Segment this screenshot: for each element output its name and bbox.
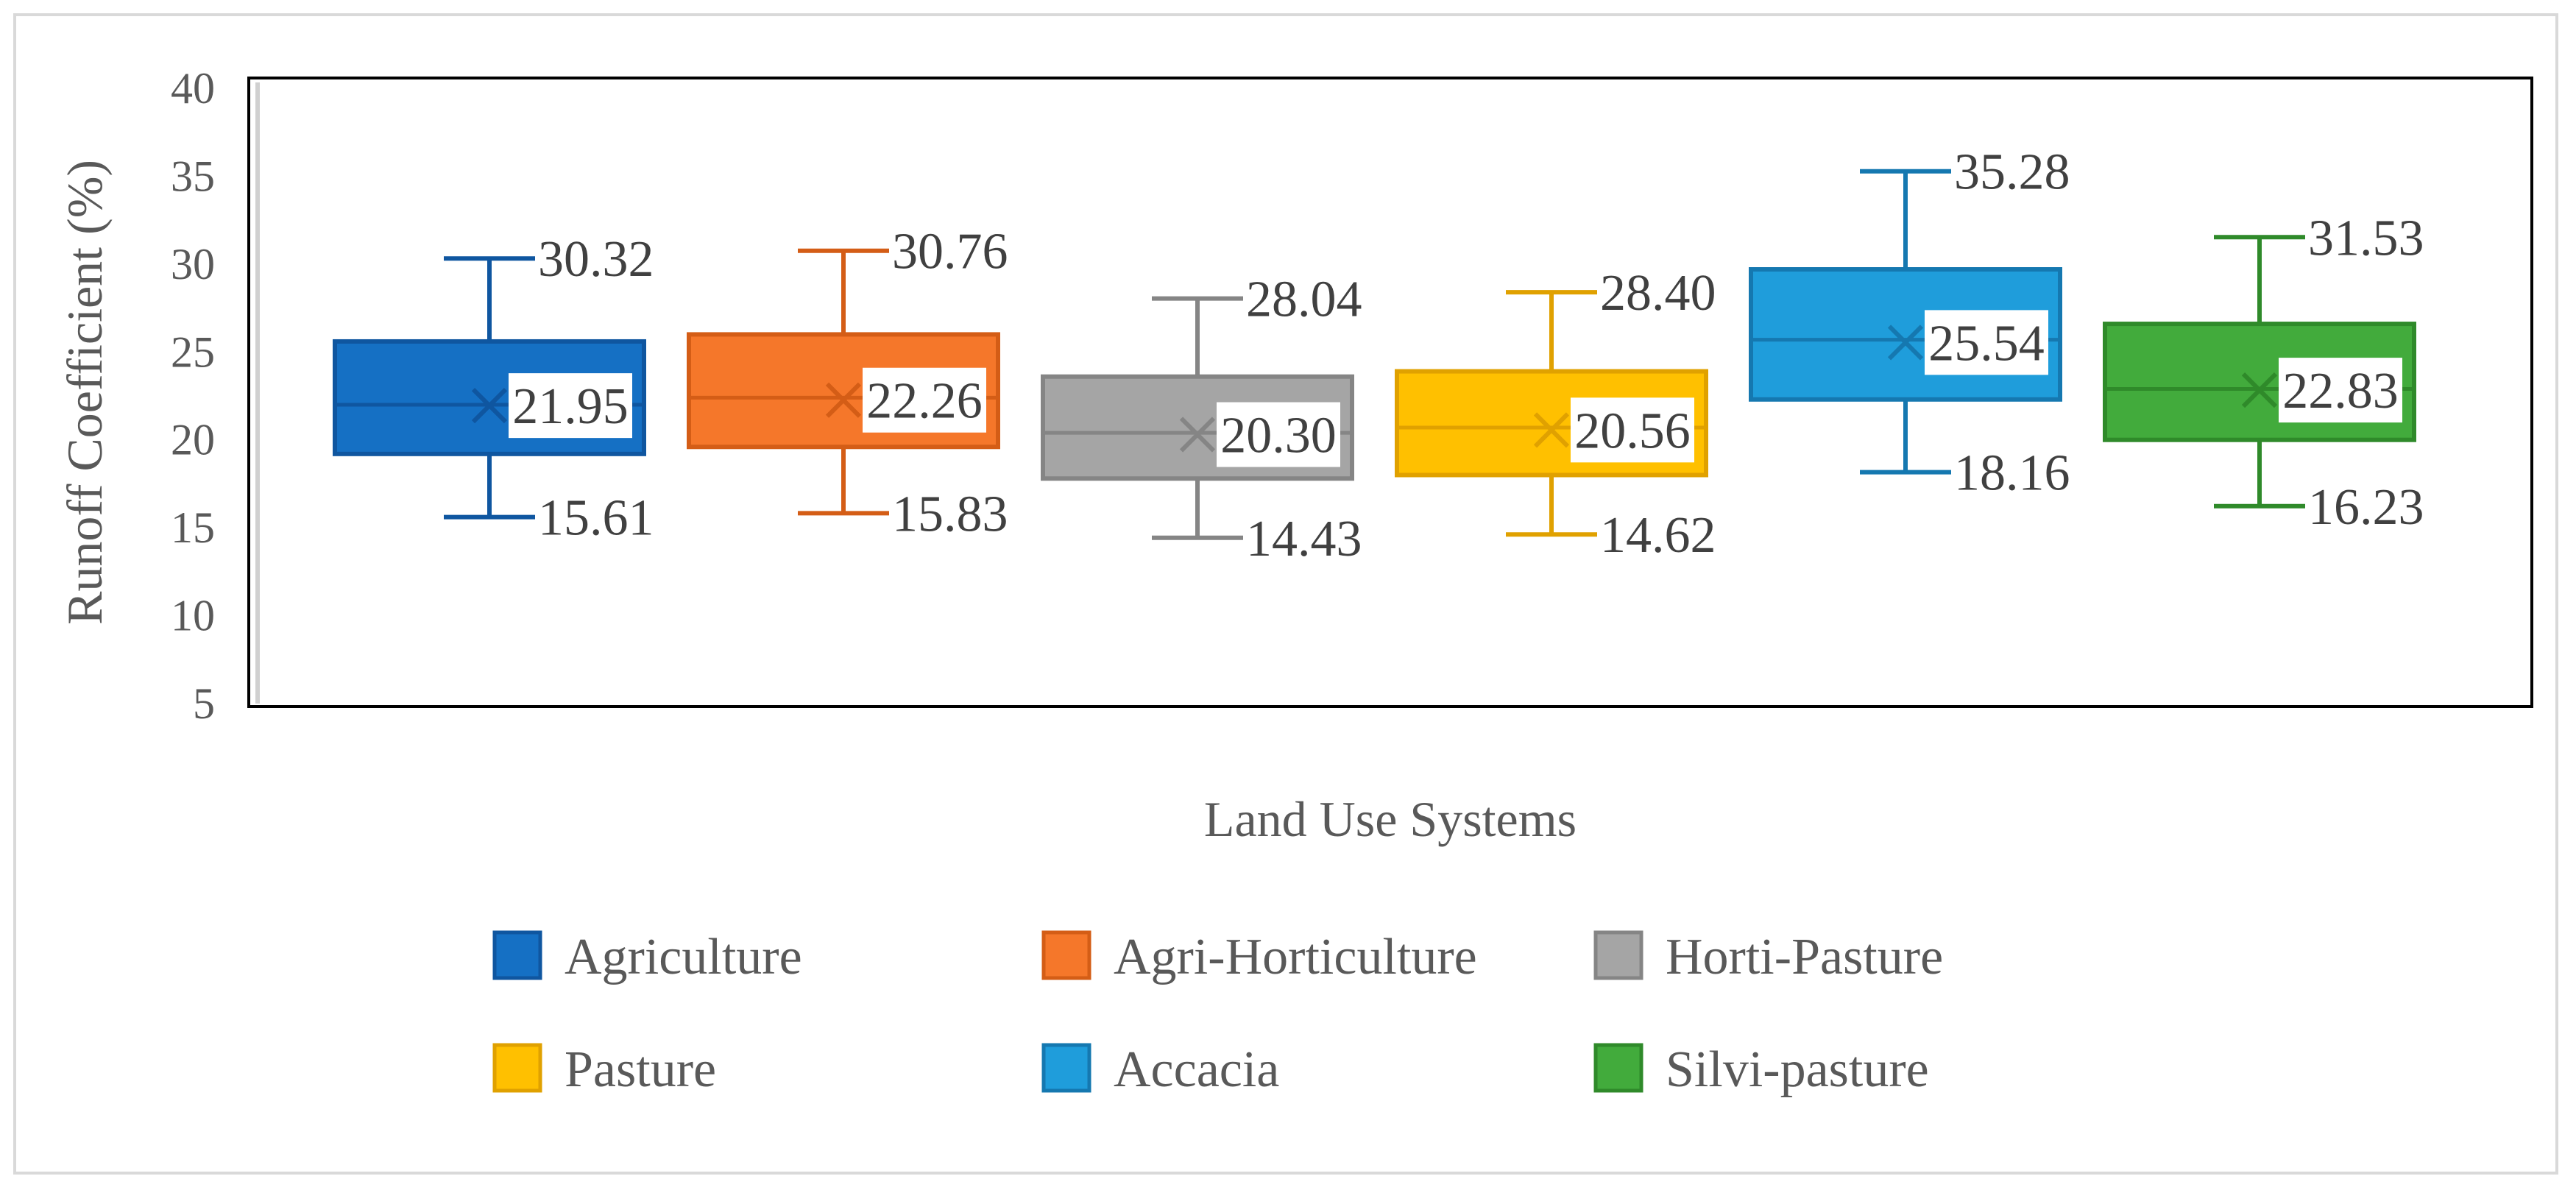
data-label-max: 31.53	[2308, 210, 2424, 266]
y-tick-label: 20	[171, 416, 215, 464]
legend-label: Pasture	[565, 1041, 716, 1098]
y-axis-title: Runoff Coefficient (%)	[57, 160, 113, 625]
mean-marker	[825, 382, 862, 418]
legend-swatch	[492, 1043, 542, 1093]
data-label-max: 35.28	[1954, 144, 2070, 201]
legend: Agriculture Agri-Horticulture Horti-Pastur…	[492, 929, 1943, 1098]
y-tick-label: 15	[171, 503, 215, 552]
data-label-mean-bg	[1217, 402, 1340, 467]
data-label-min: 15.61	[538, 490, 654, 547]
legend-label: Agri-Horticulture	[1114, 929, 1477, 985]
data-label-mean: 22.26	[866, 373, 983, 430]
legend-item: Agriculture	[492, 929, 802, 985]
data-label-max: 28.04	[1246, 272, 1362, 328]
data-label-min: 18.16	[1954, 445, 2070, 502]
legend-swatch	[1593, 1043, 1643, 1093]
y-tick-label: 25	[171, 327, 215, 376]
legend-swatch	[1041, 930, 1091, 980]
data-label-mean: 25.54	[1928, 315, 2045, 372]
legend-label: Agriculture	[565, 929, 802, 985]
legend-swatch	[1593, 930, 1643, 980]
data-label-min: 14.62	[1600, 507, 1716, 564]
legend-item: Pasture	[492, 1041, 716, 1098]
data-label-max: 30.76	[892, 224, 1008, 280]
mean-marker	[1533, 412, 1570, 448]
data-label-mean-bg	[1925, 310, 2048, 375]
legend-label: Horti-Pasture	[1666, 929, 1943, 985]
data-label-mean-bg	[1571, 397, 1694, 463]
legend-label: Silvi-pasture	[1666, 1041, 1929, 1098]
mean-marker	[471, 388, 508, 424]
data-label-mean: 21.95	[512, 378, 629, 435]
mean-marker	[2241, 372, 2278, 408]
legend-swatch	[1041, 1043, 1091, 1093]
data-label-mean: 20.30	[1220, 408, 1337, 464]
y-tick-label: 35	[171, 152, 215, 200]
y-tick-label: 40	[171, 64, 215, 113]
data-label-mean: 20.56	[1574, 403, 1691, 459]
data-label-min: 14.43	[1246, 511, 1362, 567]
data-label-mean-bg	[863, 367, 986, 433]
mean-marker	[1887, 325, 1924, 361]
y-tick-label: 10	[171, 592, 215, 640]
legend-item: Silvi-pasture	[1593, 1041, 1929, 1098]
legend-swatch	[492, 930, 542, 980]
data-label-mean-bg	[509, 373, 632, 439]
mean-marker	[1179, 417, 1216, 453]
data-label-max: 28.40	[1600, 265, 1716, 322]
legend-item: Accacia	[1041, 1041, 1279, 1098]
x-axis-title: Land Use Systems	[1204, 791, 1577, 847]
data-label-mean-bg	[2279, 358, 2402, 423]
legend-item: Agri-Horticulture	[1041, 929, 1477, 985]
data-label-min: 16.23	[2308, 479, 2424, 536]
data-label-min: 15.83	[892, 486, 1008, 542]
y-tick-label: 5	[193, 679, 215, 728]
legend-label: Accacia	[1114, 1041, 1279, 1098]
data-label-max: 30.32	[538, 231, 654, 288]
data-label-mean: 22.83	[2282, 363, 2399, 419]
legend-item: Horti-Pasture	[1593, 929, 1943, 985]
y-tick-label: 30	[171, 240, 215, 288]
